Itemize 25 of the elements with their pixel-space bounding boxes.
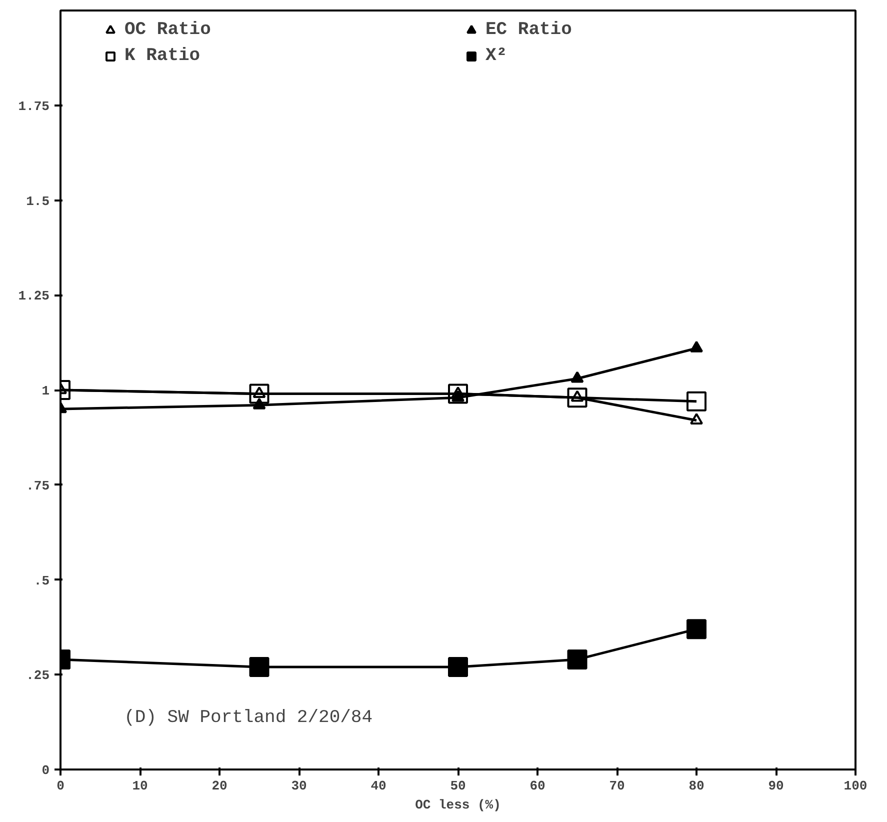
y-tick-label: 0	[42, 763, 50, 778]
x-tick-label: 50	[450, 778, 466, 794]
x-tick-label: 100	[844, 778, 868, 794]
legend-label: K Ratio	[124, 46, 202, 66]
x-tick-label: 90	[768, 778, 784, 794]
y-tick-label: .25	[26, 668, 50, 684]
x-tick-label: 80	[688, 778, 704, 794]
y-tick-label: 1.25	[18, 288, 50, 304]
x-tick-label: 40	[370, 778, 386, 794]
y-tick-label: 1.5	[26, 194, 50, 209]
x-tick-label: 10	[132, 778, 148, 794]
y-tick-label: .75	[26, 478, 50, 494]
y-tick-label: 1.75	[18, 98, 50, 114]
x-axis-title: OC less (%)	[415, 798, 501, 812]
x-tick-label: 30	[291, 778, 307, 794]
x-tick-label: 60	[530, 778, 546, 794]
legend-label: X²	[486, 46, 508, 66]
x-tick-label: 0	[56, 778, 65, 794]
legend-label: EC Ratio	[486, 20, 573, 40]
y-tick-label: .5	[34, 573, 50, 588]
x-tick-label: 70	[609, 778, 625, 794]
y-tick-label: 1	[42, 384, 50, 398]
legend-label: OC Ratio	[124, 20, 212, 40]
annotation: (D) SW Portland 2/20/84	[124, 708, 373, 728]
x-tick-label: 20	[212, 778, 228, 794]
